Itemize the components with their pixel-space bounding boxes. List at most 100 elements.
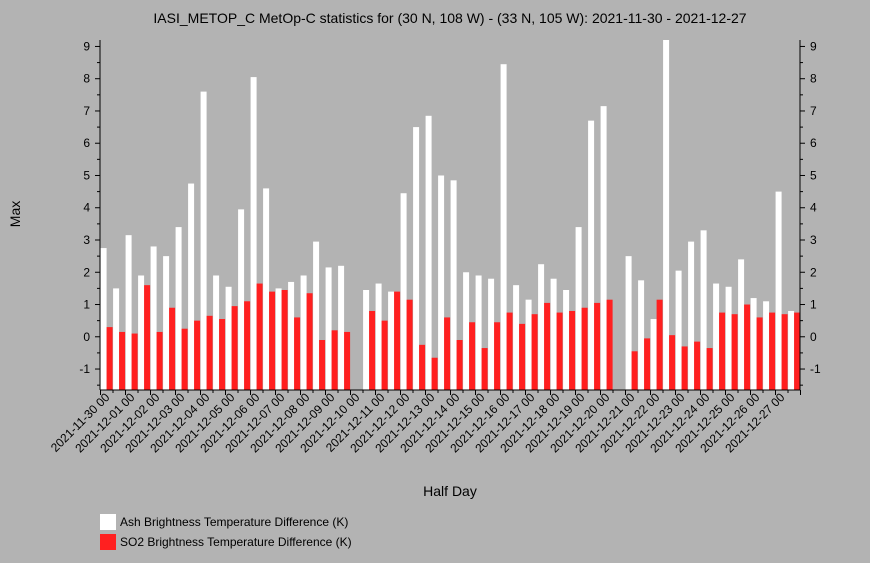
so2-bar xyxy=(106,327,113,390)
so2-bar xyxy=(394,291,401,390)
ash-bar xyxy=(713,283,720,390)
ash-bar xyxy=(275,288,282,390)
ash-bar xyxy=(550,278,557,390)
so2-bar xyxy=(306,293,313,390)
so2-bar xyxy=(319,340,326,390)
so2-bar xyxy=(644,338,651,390)
y-tick-label-right: 0 xyxy=(810,330,817,344)
so2-bar xyxy=(706,348,713,390)
ash-bar xyxy=(588,120,595,391)
y-tick-label-left: 7 xyxy=(83,104,90,118)
legend-item-ash: Ash Brightness Temperature Difference (K… xyxy=(100,512,352,532)
so2-bar xyxy=(519,323,526,390)
ash-bar xyxy=(313,241,320,390)
ash-bar xyxy=(738,259,745,390)
ash-bar xyxy=(113,288,120,390)
legend: Ash Brightness Temperature Difference (K… xyxy=(100,512,352,552)
so2-bar xyxy=(431,357,438,390)
x-axis-label: Half Day xyxy=(423,483,477,499)
bars xyxy=(100,40,801,391)
ash-bar xyxy=(188,183,195,390)
ash-bar xyxy=(500,64,507,390)
ash-bar xyxy=(325,267,332,390)
so2-bar xyxy=(369,310,376,390)
ash-bar xyxy=(200,91,207,391)
ash-bar xyxy=(300,275,307,390)
so2-bar xyxy=(269,291,276,390)
so2-bar xyxy=(406,299,413,390)
ash-bar xyxy=(363,290,370,390)
so2-bar xyxy=(456,340,463,390)
so2-bar xyxy=(556,312,563,390)
y-tick-label-right: 3 xyxy=(810,233,817,247)
ash-bar xyxy=(450,180,457,390)
y-tick-label-left: 2 xyxy=(83,265,90,279)
ash-bar xyxy=(763,301,770,390)
so2-bar xyxy=(669,335,676,390)
so2-bar xyxy=(294,317,301,390)
so2-bar xyxy=(181,328,188,390)
so2-bar xyxy=(169,307,176,390)
ash-bar xyxy=(138,275,145,390)
so2-bar xyxy=(681,346,688,390)
ash-bar xyxy=(288,281,295,390)
so2-bar xyxy=(606,299,613,390)
ash-bar xyxy=(100,248,107,390)
ash-bar xyxy=(775,191,782,390)
y-tick-label-right: 2 xyxy=(810,265,817,279)
ash-bar xyxy=(625,256,632,390)
ash-bar xyxy=(438,175,445,390)
ash-bar xyxy=(400,193,407,390)
ash-bar xyxy=(338,265,345,390)
so2-bar xyxy=(794,312,801,390)
y-tick-label-right: 4 xyxy=(810,201,817,215)
so2-bar xyxy=(119,331,126,390)
so2-bar xyxy=(531,314,538,390)
so2-bar xyxy=(744,304,751,390)
ash-bar xyxy=(788,310,795,390)
so2-bar xyxy=(219,319,226,390)
ash-bar xyxy=(238,209,245,390)
ash-bar xyxy=(563,290,570,390)
y-tick-label-left: 1 xyxy=(83,298,90,312)
ash-bar xyxy=(488,278,495,390)
ash-bar xyxy=(225,286,232,390)
ash-bar xyxy=(638,280,645,390)
y-tick-label-left: 6 xyxy=(83,136,90,150)
legend-label-so2: SO2 Brightness Temperature Difference (K… xyxy=(120,535,352,549)
so2-bar xyxy=(344,331,351,390)
y-tick-label-right: 6 xyxy=(810,136,817,150)
y-tick-label-right: 1 xyxy=(810,298,817,312)
ash-bar xyxy=(525,299,532,390)
ash-bar xyxy=(375,283,382,390)
so2-bar xyxy=(656,299,663,390)
so2-bar xyxy=(281,290,288,390)
so2-bar xyxy=(444,317,451,390)
ash-bar xyxy=(513,285,520,390)
ash-bar xyxy=(388,291,395,390)
ash-bar xyxy=(163,256,170,390)
so2-bar xyxy=(144,285,151,390)
so2-bar xyxy=(381,320,388,390)
legend-swatch-so2 xyxy=(100,534,116,550)
so2-bar xyxy=(419,344,426,390)
ash-bar xyxy=(125,235,132,390)
ash-bar xyxy=(725,286,732,390)
ash-bar xyxy=(538,264,545,390)
y-tick-label-left: 9 xyxy=(83,39,90,53)
y-tick-label-left: 3 xyxy=(83,233,90,247)
ash-bar xyxy=(663,40,670,390)
so2-bar xyxy=(694,341,701,390)
so2-bar xyxy=(231,306,238,390)
so2-bar xyxy=(581,307,588,390)
ash-bar xyxy=(600,106,607,390)
so2-bar xyxy=(719,312,726,390)
y-tick-label-left: 4 xyxy=(83,201,90,215)
ash-bar xyxy=(463,272,470,390)
ash-bar xyxy=(650,319,657,390)
ash-bar xyxy=(213,275,220,390)
so2-bar xyxy=(256,283,263,390)
y-tick-label-left: -1 xyxy=(79,362,90,376)
so2-bar xyxy=(206,315,213,390)
